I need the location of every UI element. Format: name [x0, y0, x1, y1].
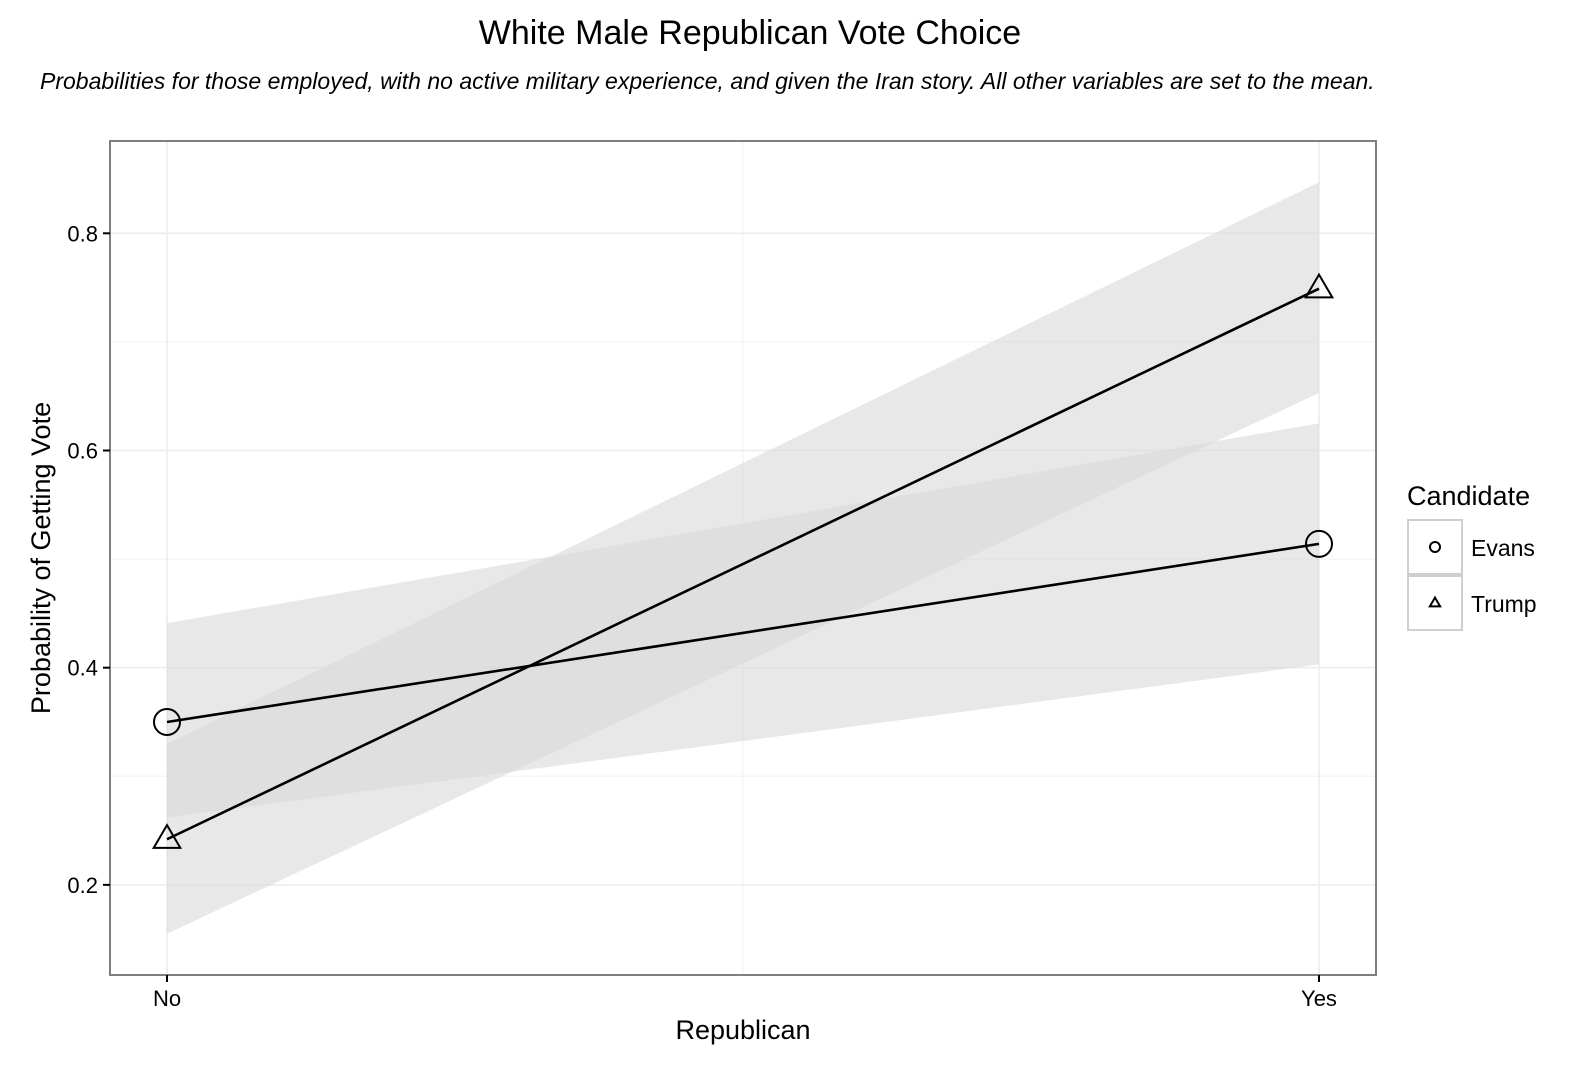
legend-marker-trump: [1428, 595, 1442, 608]
ribbon-trump: [167, 182, 1319, 934]
y-tick-label: 0.8: [67, 221, 98, 246]
point-trump-no: [151, 823, 183, 849]
point-trump-yes: [1303, 272, 1335, 299]
line-trump: [166, 287, 1320, 841]
chart-title: White Male Republican Vote Choice: [478, 14, 1022, 52]
y-tick-label: 0.2: [67, 873, 98, 898]
x-tick-label: No: [153, 986, 181, 1011]
x-tick-label: Yes: [1301, 986, 1337, 1011]
point-evans-no: [153, 707, 181, 736]
chart-subtitle: Probabilities for those employed, with n…: [40, 68, 1375, 94]
panel-border: [109, 140, 1377, 976]
legend-title: Candidate: [1407, 481, 1530, 511]
legend: Candidate Evans Trump: [1407, 481, 1537, 631]
point-evans-yes: [1305, 529, 1333, 558]
y-axis-title: Probability of Getting Vote: [26, 402, 56, 714]
x-axis: No Yes: [153, 975, 1337, 1011]
series-points: [151, 272, 1335, 849]
confidence-ribbons: [167, 182, 1319, 934]
legend-marker-evans: [1429, 541, 1441, 553]
series-lines: [166, 287, 1320, 841]
y-axis: 0.2 0.4 0.6 0.8: [67, 221, 110, 898]
legend-key: [1407, 575, 1463, 631]
y-tick-label: 0.4: [67, 656, 98, 681]
line-evans: [166, 542, 1320, 724]
legend-label-evans: Evans: [1471, 535, 1535, 561]
y-tick-label: 0.6: [67, 438, 98, 463]
legend-key: [1407, 519, 1463, 575]
x-axis-title: Republican: [675, 1015, 810, 1045]
legend-label-trump: Trump: [1471, 591, 1537, 617]
